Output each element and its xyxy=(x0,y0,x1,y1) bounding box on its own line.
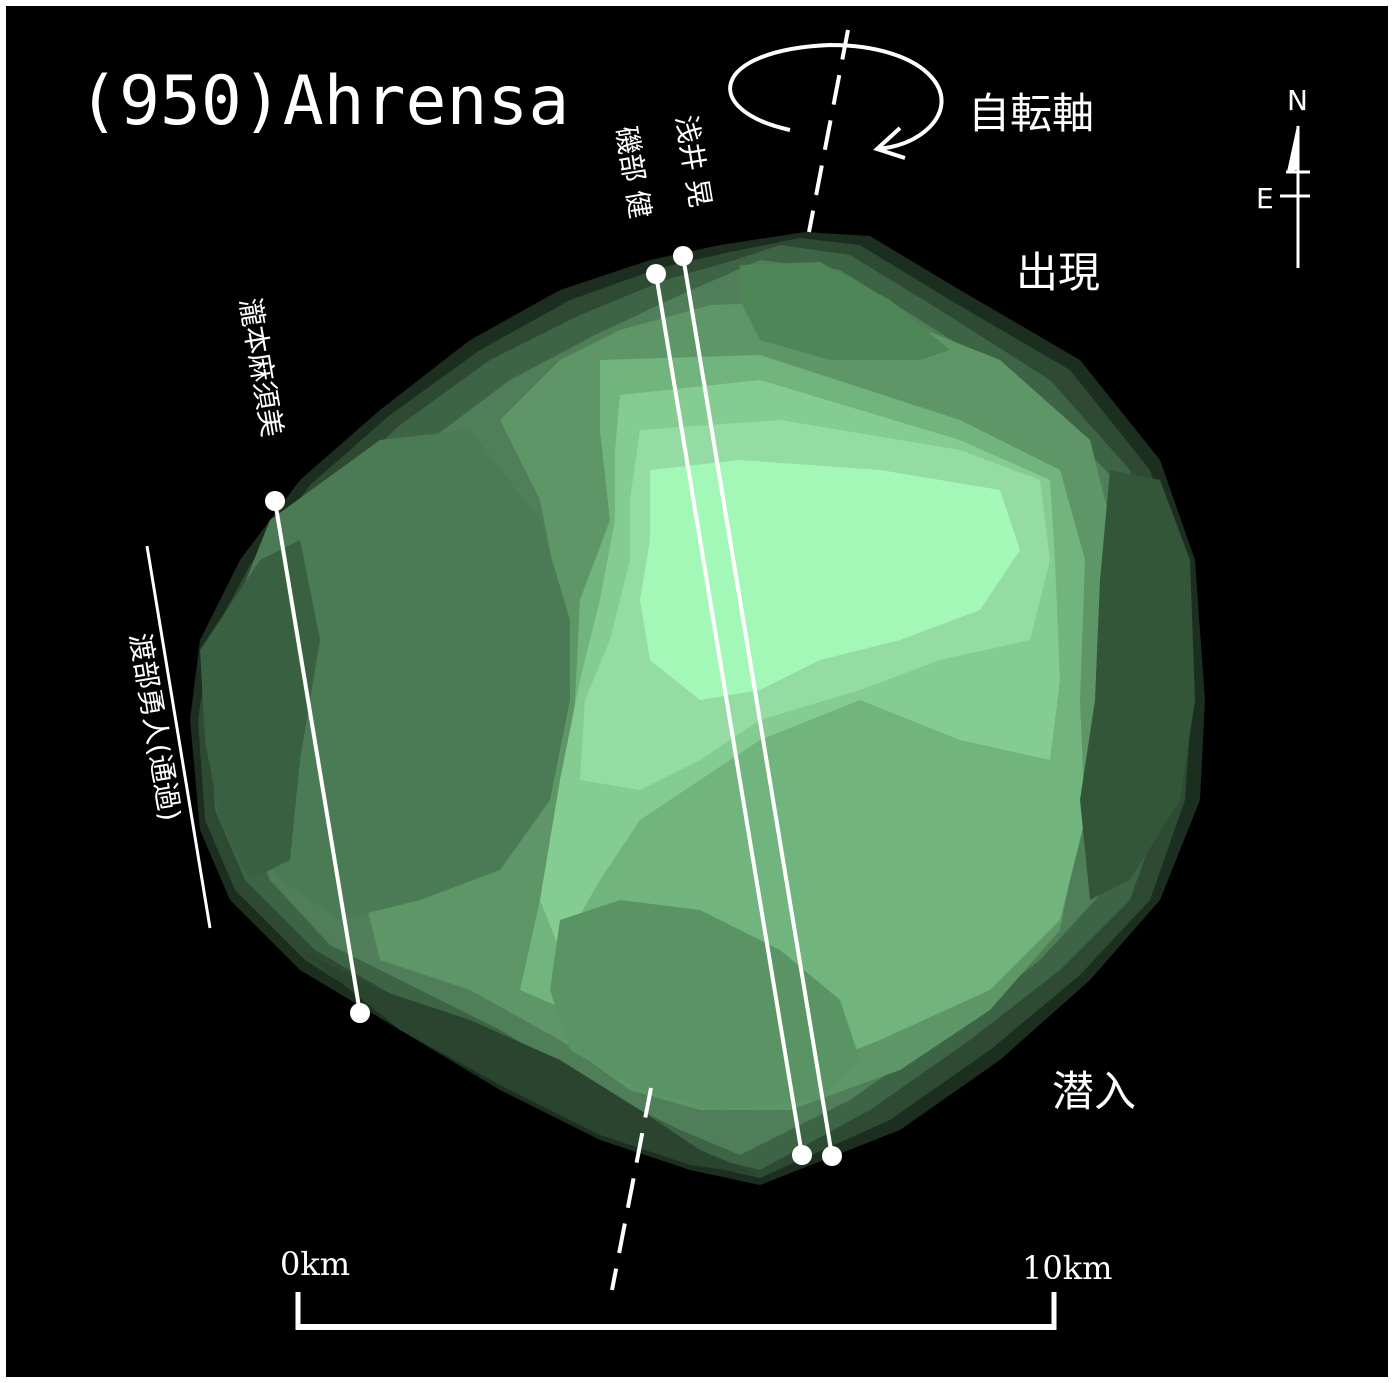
asteroid-shape xyxy=(190,232,1205,1185)
north-arrow-icon xyxy=(1286,125,1299,174)
diagram-title: (950)Ahrensa xyxy=(78,62,569,141)
compass: N E xyxy=(1256,84,1310,268)
chord-isobe xyxy=(654,273,804,1156)
chord-asai xyxy=(681,255,834,1157)
chord-watanabe-miss xyxy=(145,545,212,929)
observer-label-takimoto: 瀧本麻須美 xyxy=(233,296,289,440)
compass-north-label: N xyxy=(1287,84,1308,117)
scale-bar: 0km 10km xyxy=(280,1245,1112,1330)
chord-takimoto xyxy=(273,500,362,1014)
observer-label-isobe: 磯部 健 xyxy=(609,124,657,221)
rotation-arrow-icon xyxy=(728,42,944,151)
occultation-diagram: 浅井 晃 磯部 健 瀧本麻須美 渡部勇人(通過) (950)Ahrensa 自転… xyxy=(78,29,1310,1330)
diagram-frame: 浅井 晃 磯部 健 瀧本麻須美 渡部勇人(通過) (950)Ahrensa 自転… xyxy=(6,6,1388,1377)
observer-label-asai: 浅井 晃 xyxy=(669,113,717,210)
rotation-axis-label: 自転軸 xyxy=(968,89,1094,138)
appearance-label: 出現 xyxy=(1016,248,1100,297)
observer-chords xyxy=(145,246,842,1166)
compass-east-label: E xyxy=(1256,182,1274,215)
scale-end-label: 10km xyxy=(1022,1249,1112,1287)
scale-start-label: 0km xyxy=(280,1245,350,1283)
disappearance-label: 潜入 xyxy=(1052,1067,1136,1116)
rotation-axis xyxy=(610,29,944,1291)
